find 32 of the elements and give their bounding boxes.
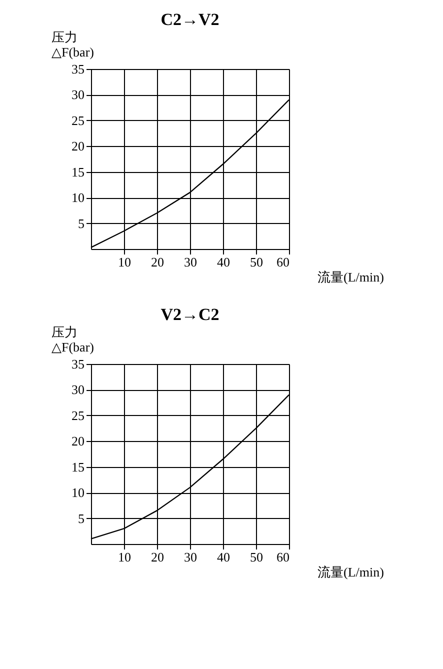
x-axis-title: 流量(L/min) (318, 270, 384, 284)
x-tick-label: 20 (151, 550, 164, 564)
x-axis-title: 流量(L/min) (318, 564, 384, 580)
x-tick-label: 40 (217, 254, 230, 270)
y-tick-label: 35 (72, 62, 84, 76)
y-tick-label: 25 (72, 112, 84, 128)
y-tick-label: 5 (78, 510, 84, 526)
x-tick-label: 40 (217, 550, 230, 564)
x-tick-label: 20 (151, 254, 164, 270)
x-tick-label: 50 (250, 550, 263, 564)
y-tick-label: 5 (78, 216, 84, 231)
y-tick-label: 30 (72, 382, 84, 398)
y-tick-label: 35 (72, 356, 84, 372)
x-tick-label: 50 (250, 254, 263, 270)
x-tick-label: 60 (276, 550, 290, 564)
y-tick-label: 30 (72, 87, 84, 102)
x-tick-label: 10 (118, 254, 131, 270)
y-tick-label: 15 (72, 459, 84, 474)
y-axis-title: 压力 △F(bar) (52, 30, 94, 60)
y-tick-label: 20 (72, 434, 84, 449)
y-tick-label: 25 (72, 408, 84, 423)
y-tick-label: 15 (72, 164, 84, 180)
x-tick-label: 30 (184, 550, 197, 564)
x-tick-label: 60 (276, 254, 290, 270)
chart-title: C2→V2 (160, 10, 220, 29)
y-tick-label: 10 (72, 190, 84, 206)
y-axis-title: 压力 △F(bar) (52, 324, 94, 354)
y-tick-label: 20 (72, 138, 84, 154)
y-tick-label: 10 (72, 485, 84, 500)
chart-title: V2→C2 (160, 305, 220, 324)
x-tick-label: 30 (184, 254, 197, 270)
x-tick-label: 10 (118, 550, 131, 564)
